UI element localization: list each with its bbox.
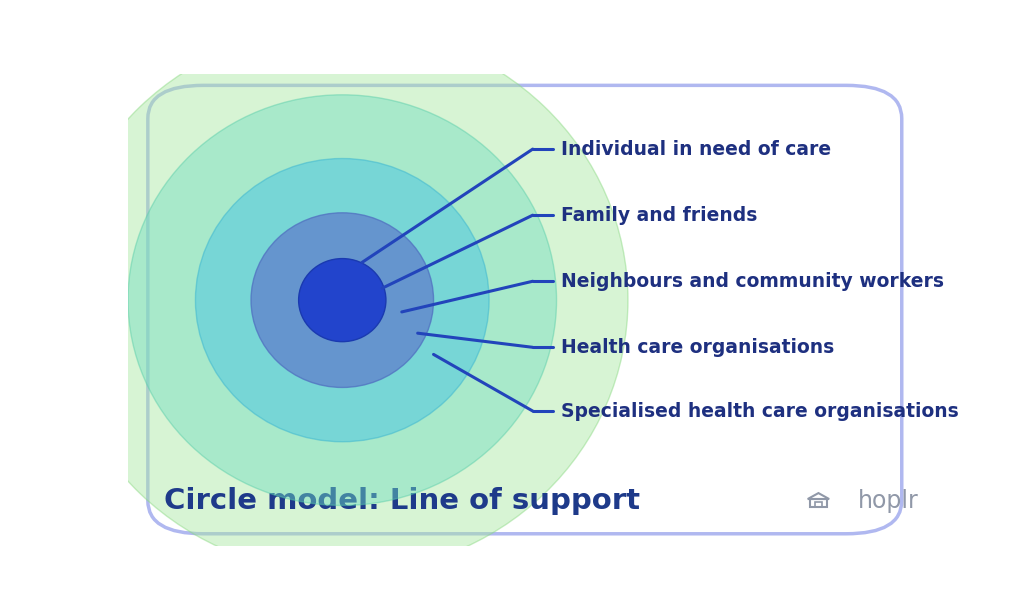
Ellipse shape xyxy=(56,26,628,574)
FancyBboxPatch shape xyxy=(147,85,902,534)
Ellipse shape xyxy=(251,213,433,387)
Text: Health care organisations: Health care organisations xyxy=(560,338,834,357)
Text: Individual in need of care: Individual in need of care xyxy=(560,140,830,159)
Ellipse shape xyxy=(196,159,489,442)
Ellipse shape xyxy=(299,259,386,341)
Text: Family and friends: Family and friends xyxy=(560,206,757,224)
Text: Specialised health care organisations: Specialised health care organisations xyxy=(560,402,958,421)
Text: Circle model: Line of support: Circle model: Line of support xyxy=(164,487,640,515)
Text: hoplr: hoplr xyxy=(858,489,919,512)
Text: Neighbours and community workers: Neighbours and community workers xyxy=(560,272,943,291)
Ellipse shape xyxy=(128,95,557,506)
